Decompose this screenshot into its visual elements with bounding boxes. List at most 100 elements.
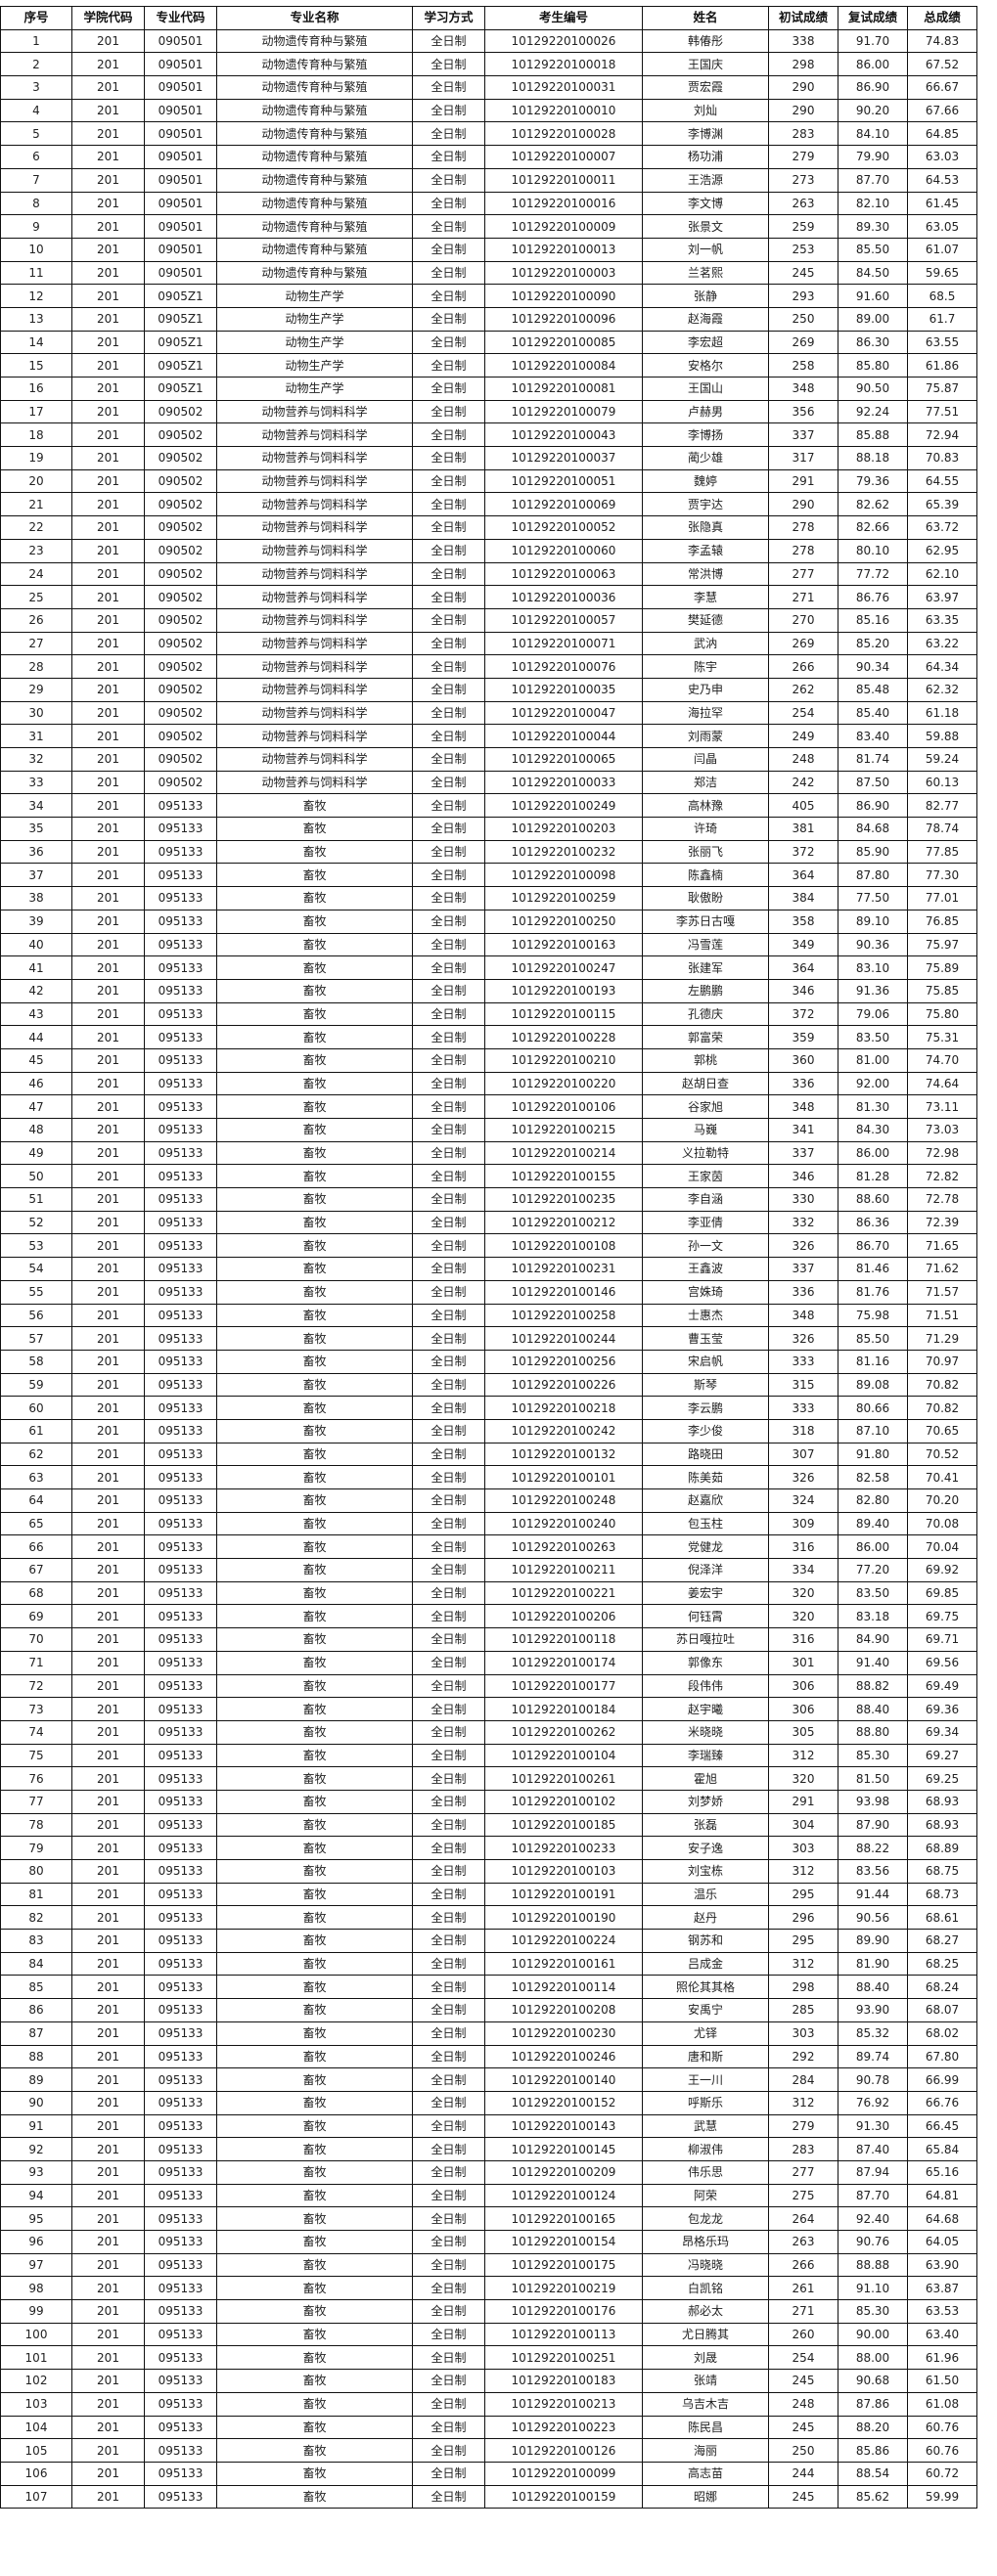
cell-total-score: 74.83 (907, 28, 977, 54)
cell-major-name: 动物营养与饲料科学 (216, 677, 413, 702)
cell-candidate-id: 10129220100184 (484, 1697, 643, 1721)
cell-major-code: 095133 (144, 1465, 217, 1489)
cell-retest-score: 83.18 (838, 1604, 908, 1629)
cell-seq: 37 (0, 863, 72, 888)
cell-total-score: 63.55 (907, 330, 977, 355)
cell-prelim-score: 316 (768, 1627, 838, 1652)
cell-total-score: 61.50 (907, 2369, 977, 2393)
cell-major-code: 095133 (144, 2021, 217, 2046)
cell-seq: 33 (0, 770, 72, 795)
cell-retest-score: 82.58 (838, 1465, 908, 1489)
cell-retest-score: 76.92 (838, 2090, 908, 2115)
cell-study-mode: 全日制 (412, 191, 485, 216)
cell-major-code: 095133 (144, 1697, 217, 1721)
cell-retest-score: 88.20 (838, 2415, 908, 2440)
cell-name: 张景文 (642, 214, 769, 239)
cell-seq: 2 (0, 52, 72, 77)
cell-seq: 24 (0, 561, 72, 587)
cell-major-name: 畜牧 (216, 1465, 413, 1489)
cell-study-mode: 全日制 (412, 909, 485, 934)
cell-candidate-id: 10129220100007 (484, 145, 643, 169)
cell-candidate-id: 10129220100251 (484, 2345, 643, 2371)
cell-prelim-score: 312 (768, 1951, 838, 1976)
cell-name: 张丽飞 (642, 839, 769, 865)
cell-college-code: 201 (71, 886, 145, 910)
cell-candidate-id: 10129220100248 (484, 1488, 643, 1513)
cell-major-code: 095133 (144, 1673, 217, 1699)
table-row: 15 201 0905Z1 动物生产学 全日制 10129220100084 安格尔 258 8… (0, 353, 977, 378)
cell-seq: 45 (0, 1047, 72, 1073)
cell-retest-score: 81.46 (838, 1257, 908, 1281)
cell-candidate-id: 10129220100174 (484, 1650, 643, 1675)
cell-major-code: 095133 (144, 909, 217, 934)
cell-retest-score: 84.90 (838, 1627, 908, 1652)
cell-name: 宫姝琦 (642, 1279, 769, 1305)
cell-name: 唐和斯 (642, 2044, 769, 2069)
cell-total-score: 68.61 (907, 1905, 977, 1931)
header-study-mode: 学习方式 (412, 6, 485, 30)
cell-seq: 81 (0, 1882, 72, 1907)
table-row: 105 201 095133 畜牧 全日制 10129220100126 海丽 250 85.8… (0, 2438, 977, 2463)
cell-retest-score: 79.90 (838, 145, 908, 169)
cell-seq: 35 (0, 817, 72, 841)
cell-candidate-id: 10129220100210 (484, 1047, 643, 1073)
table-row: 107 201 095133 畜牧 全日制 10129220100159 昭娜 245 85.6… (0, 2484, 977, 2509)
cell-major-name: 动物营养与饲料科学 (216, 468, 413, 494)
cell-college-code: 201 (71, 260, 145, 286)
cell-name: 郝必太 (642, 2299, 769, 2324)
cell-total-score: 70.08 (907, 1511, 977, 1536)
cell-major-name: 动物营养与饲料科学 (216, 770, 413, 795)
cell-total-score: 71.62 (907, 1257, 977, 1281)
cell-total-score: 63.03 (907, 145, 977, 169)
cell-name: 郭桃 (642, 1047, 769, 1073)
cell-major-code: 095133 (144, 1001, 217, 1027)
cell-seq: 22 (0, 515, 72, 540)
cell-seq: 63 (0, 1465, 72, 1489)
cell-candidate-id: 10129220100003 (484, 260, 643, 286)
cell-major-code: 095133 (144, 1349, 217, 1374)
cell-college-code: 201 (71, 2159, 145, 2185)
cell-major-code: 095133 (144, 1836, 217, 1860)
cell-name: 米晓晓 (642, 1719, 769, 1745)
table-row: 77 201 095133 畜牧 全日制 10129220100102 刘梦娇 291 93.9… (0, 1789, 977, 1814)
cell-retest-score: 85.40 (838, 700, 908, 726)
cell-study-mode: 全日制 (412, 2299, 485, 2324)
cell-total-score: 72.82 (907, 1164, 977, 1189)
cell-name: 王国庆 (642, 52, 769, 77)
cell-name: 兰茗熙 (642, 260, 769, 286)
table-row: 46 201 095133 畜牧 全日制 10129220100220 赵胡日查 336 92.… (0, 1071, 977, 1096)
cell-seq: 86 (0, 1998, 72, 2022)
cell-retest-score: 85.20 (838, 631, 908, 656)
cell-total-score: 69.92 (907, 1558, 977, 1582)
cell-prelim-score: 372 (768, 839, 838, 865)
cell-major-name: 动物营养与饲料科学 (216, 747, 413, 772)
cell-candidate-id: 10129220100098 (484, 863, 643, 888)
cell-seq: 62 (0, 1442, 72, 1467)
table-row: 63 201 095133 畜牧 全日制 10129220100101 陈美茹 326 82.5… (0, 1465, 977, 1489)
cell-major-code: 095133 (144, 1303, 217, 1328)
cell-name: 贾宇达 (642, 492, 769, 517)
cell-name: 陈鑫楠 (642, 863, 769, 888)
cell-retest-score: 88.00 (838, 2345, 908, 2371)
cell-study-mode: 全日制 (412, 1789, 485, 1814)
cell-total-score: 60.72 (907, 2461, 977, 2486)
cell-seq: 43 (0, 1001, 72, 1027)
cell-retest-score: 89.30 (838, 214, 908, 239)
cell-college-code: 201 (71, 770, 145, 795)
cell-study-mode: 全日制 (412, 2484, 485, 2509)
cell-name: 武慧 (642, 2113, 769, 2139)
cell-major-code: 095133 (144, 955, 217, 980)
cell-major-name: 畜牧 (216, 1349, 413, 1374)
cell-name: 王国山 (642, 377, 769, 401)
table-row: 24 201 090502 动物营养与饲料科学 全日制 10129220100063 常洪博… (0, 561, 977, 587)
cell-college-code: 201 (71, 1257, 145, 1281)
cell-total-score: 61.86 (907, 353, 977, 378)
cell-major-name: 畜牧 (216, 1279, 413, 1305)
cell-major-name: 动物生产学 (216, 306, 413, 332)
cell-major-code: 090501 (144, 145, 217, 169)
cell-prelim-score: 258 (768, 353, 838, 378)
cell-college-code: 201 (71, 2276, 145, 2301)
table-row: 85 201 095133 畜牧 全日制 10129220100114 照伦其其格 298 88… (0, 1975, 977, 2000)
table-row: 64 201 095133 畜牧 全日制 10129220100248 赵嘉欣 324 82.8… (0, 1488, 977, 1513)
cell-total-score: 72.94 (907, 422, 977, 448)
